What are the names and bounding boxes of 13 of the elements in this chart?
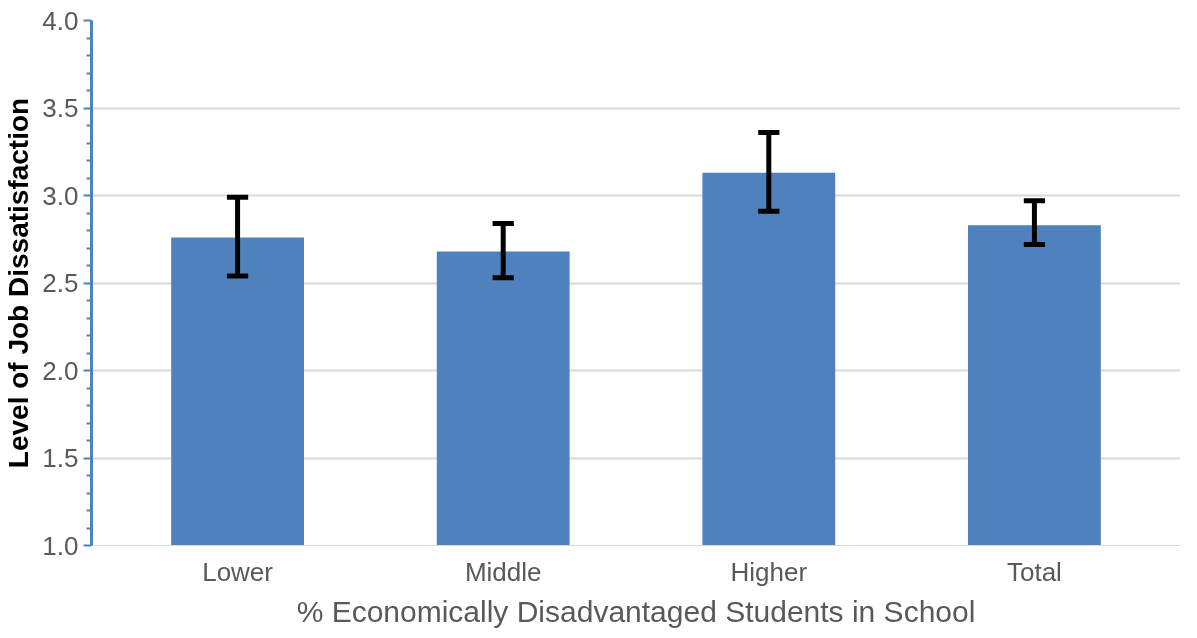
y-axis-title: Level of Job Dissatisfaction (3, 97, 35, 469)
y-tick-label: 4.0 (42, 5, 79, 36)
x-tick-label: Total (1006, 556, 1062, 587)
x-tick-label: Higher (730, 556, 808, 587)
y-tick-label: 3.0 (42, 180, 79, 211)
y-tick-label: 1.5 (42, 443, 79, 473)
x-axis-title: % Economically Disadvantaged Students in School (296, 594, 976, 628)
y-tick-label: 3.5 (42, 93, 79, 123)
x-tick-label: Middle (464, 556, 542, 587)
y-tick-label: 2.0 (42, 355, 79, 386)
x-tick-label: Lower (202, 556, 274, 587)
y-tick-label: 2.5 (42, 268, 79, 298)
y-tick-label: 1.0 (42, 530, 79, 561)
